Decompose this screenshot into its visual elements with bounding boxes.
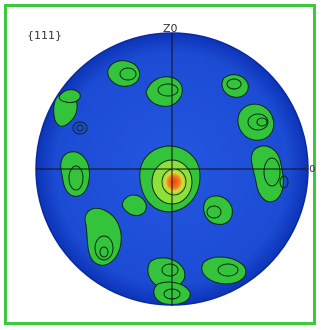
- level-region: [222, 75, 248, 98]
- plane-label: {111}: [27, 30, 62, 41]
- axis-label-right: Y0: [303, 165, 315, 175]
- central-peak: [162, 169, 186, 195]
- axis-label-top: Z0: [163, 23, 178, 34]
